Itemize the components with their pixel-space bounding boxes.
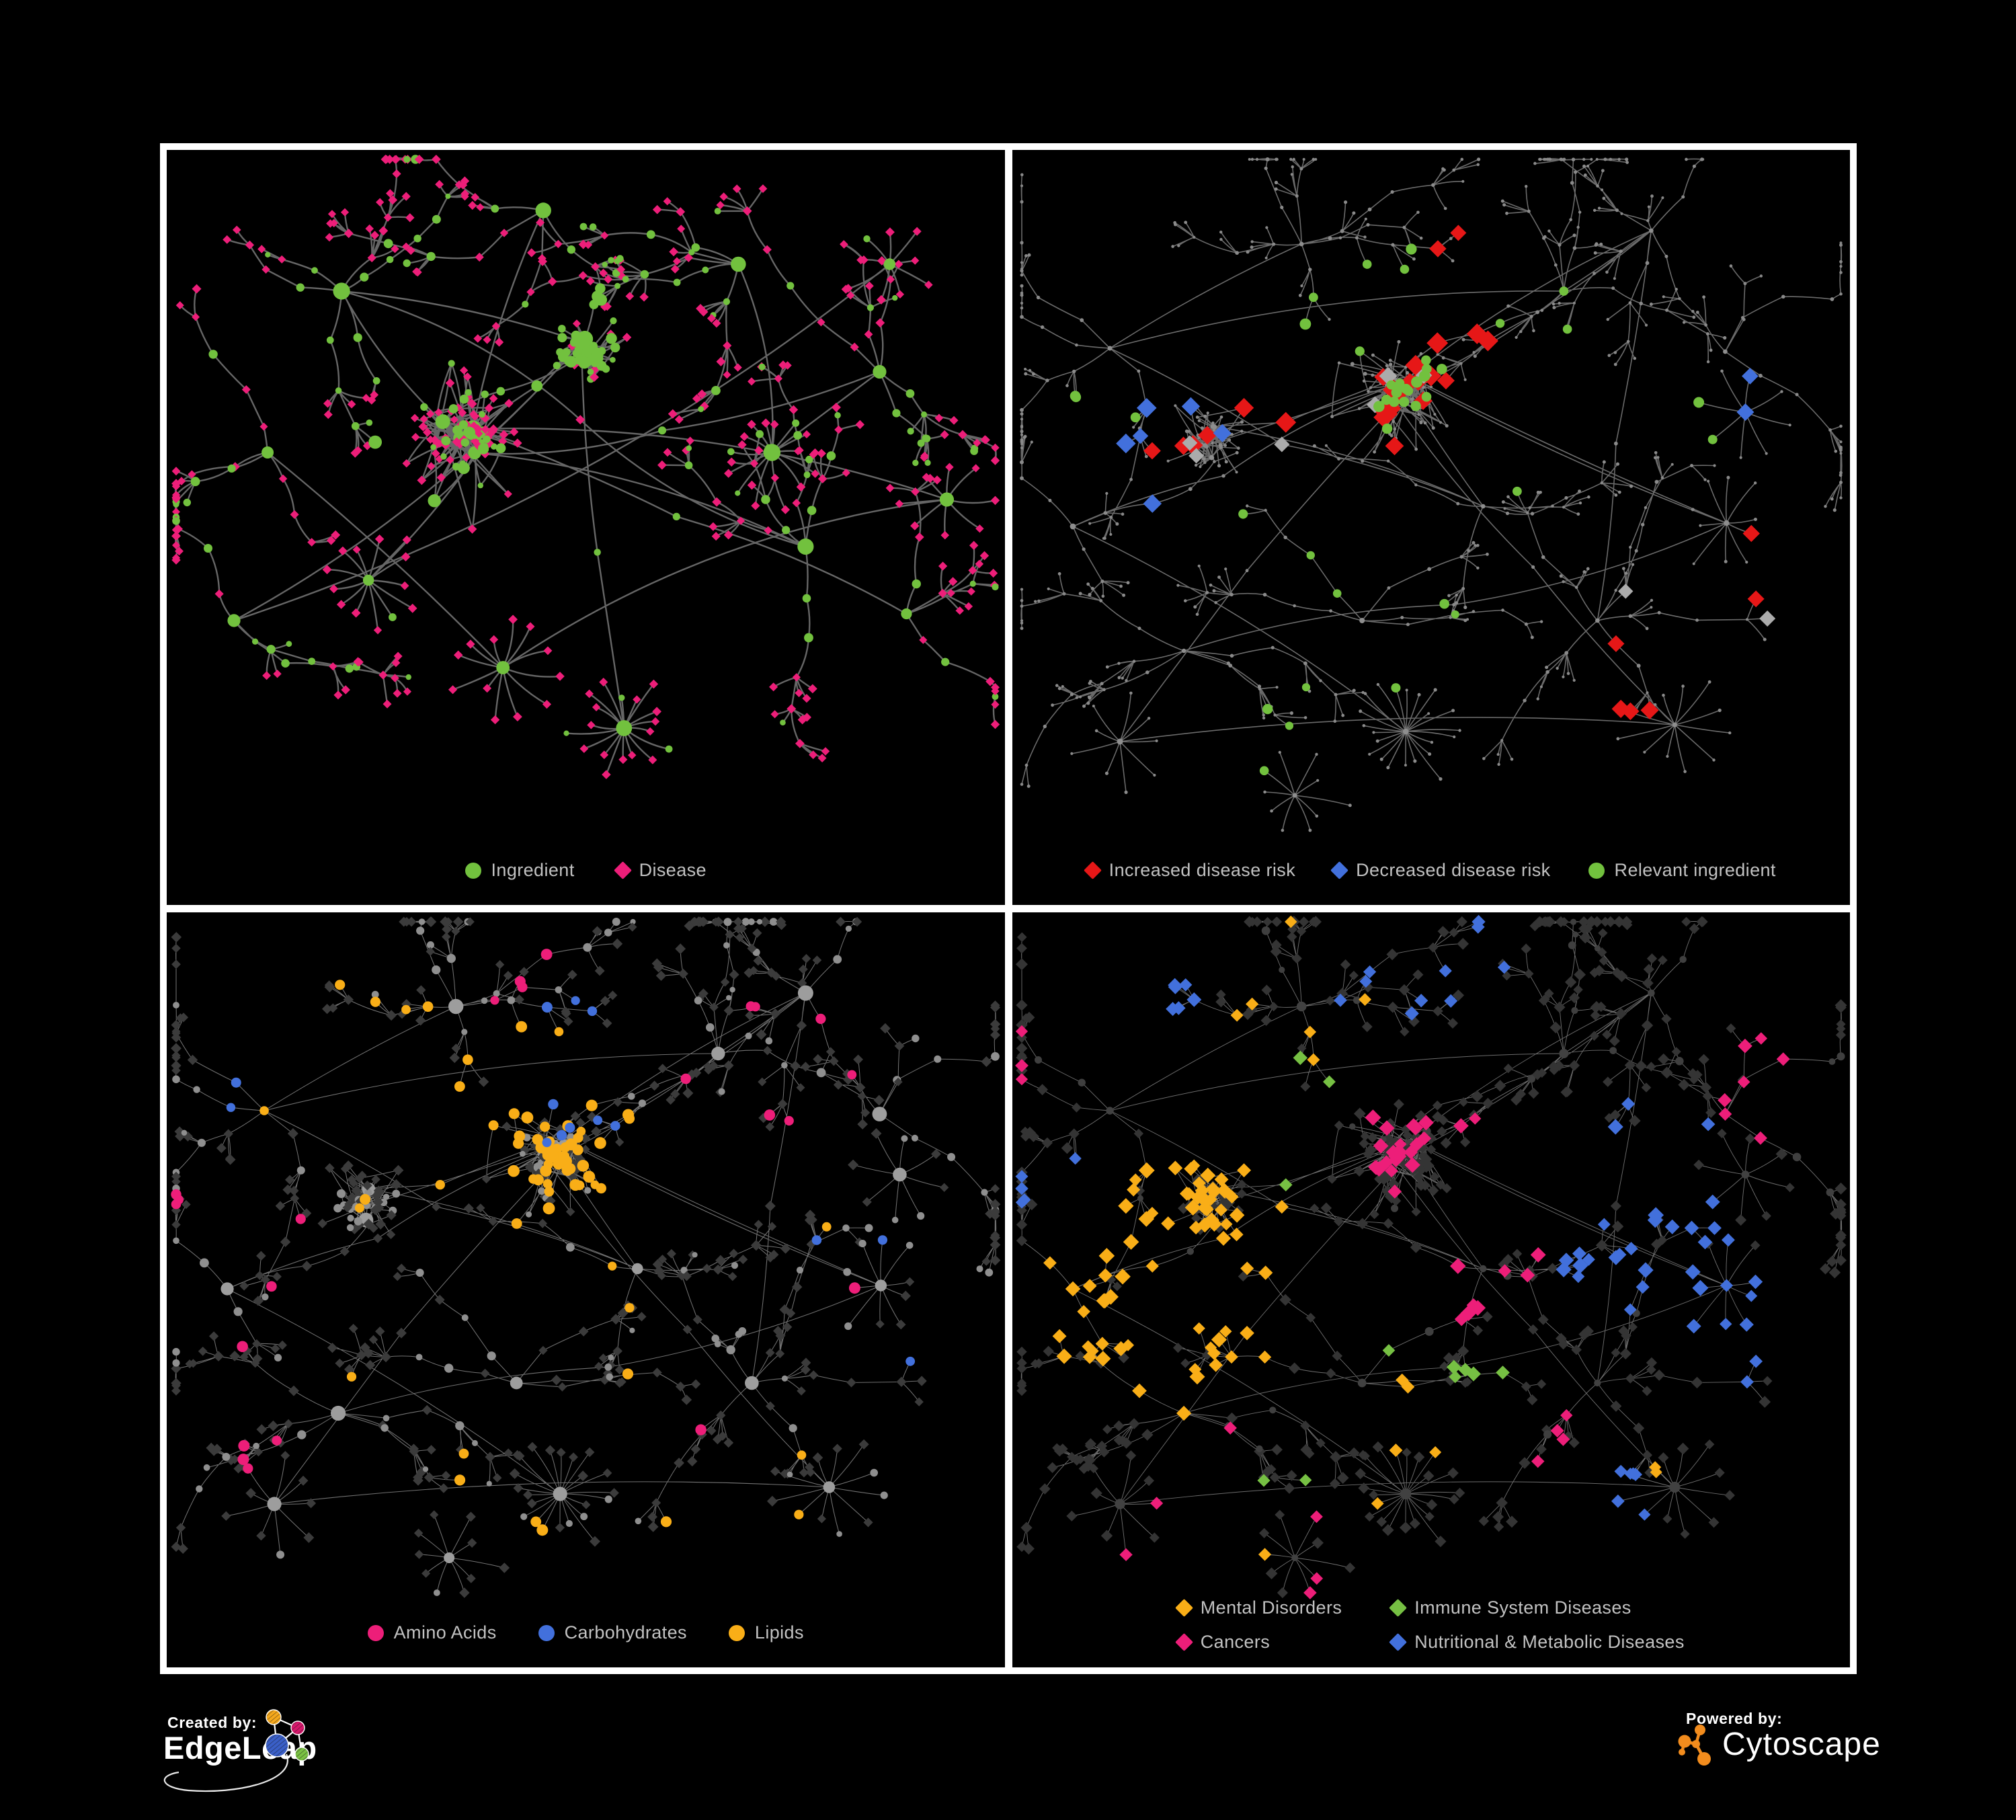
legend-item-increased-risk: Increased disease risk [1083,860,1296,881]
panel-nutrient-classes: Amino Acids Carbohydrates Lipids [167,912,1005,1667]
legend-item-decreased-risk: Decreased disease risk [1330,860,1551,881]
legend-disease-risk: Increased disease risk Decreased disease… [1012,860,1851,881]
legend-label: Decreased disease risk [1356,860,1551,880]
legend-item-disease: Disease [613,860,707,881]
legend-label: Cancers [1200,1632,1271,1652]
legend-label: Ingredient [491,860,575,880]
cancers-marker-icon [1174,1633,1193,1651]
amino-acids-marker-icon [367,1624,384,1641]
panel-ingredient-disease: Ingredient Disease [167,150,1005,905]
carbohydrates-marker-icon [538,1624,555,1641]
legend-label: Disease [639,860,707,880]
legend-nutrient-classes: Amino Acids Carbohydrates Lipids [167,1622,1005,1643]
edgeleap-wordmark: EdgeLeap [163,1730,317,1766]
panel-disease-risk: Increased disease risk Decreased disease… [1012,150,1851,905]
legend-label: Mental Disorders [1200,1597,1342,1618]
lipids-marker-icon [728,1624,745,1641]
edgeleap-logo-icon [163,1709,309,1792]
nutritional-diseases-marker-icon [1389,1633,1408,1651]
legend-label: Lipids [754,1622,804,1643]
legend-item-mental-disorders: Mental Disorders [1174,1597,1342,1618]
legend-label: Increased disease risk [1108,860,1296,880]
cytoscape-logo-icon [1678,1725,1711,1766]
disease-marker-icon [613,861,632,879]
legend-item-amino-acids: Amino Acids [367,1622,497,1643]
network-graph-disease-risk [1019,157,1843,832]
legend-label: Immune System Diseases [1414,1597,1631,1618]
increased-risk-marker-icon [1083,861,1102,879]
cytoscape-wordmark: Cytoscape [1722,1727,1881,1762]
decreased-risk-marker-icon [1330,861,1349,879]
powered-by-label: Powered by: [1686,1710,1783,1727]
immune-diseases-marker-icon [1389,1599,1408,1617]
network-graph-nutrient-classes [171,916,1001,1598]
legend-item-ingredient: Ingredient [465,860,575,881]
legend-label: Carbohydrates [564,1622,687,1643]
legend-item-lipids: Lipids [728,1622,804,1643]
legend-label: Nutritional & Metabolic Diseases [1414,1632,1685,1652]
legend-item-relevant-ingredient: Relevant ingredient [1588,860,1776,881]
relevant-ingredient-marker-icon [1588,862,1605,879]
network-grid: Ingredient Disease Increased disease ris… [160,143,1857,1674]
ingredient-marker-icon [465,862,481,879]
legend-disease-classes: Mental Disorders Immune System Diseases … [1174,1597,1685,1653]
legend-label: Relevant ingredient [1614,860,1776,880]
network-graph-ingredient-disease [171,155,1000,779]
created-by-label: Created by: [167,1714,257,1731]
panel-disease-classes: Mental Disorders Immune System Diseases … [1012,912,1850,1667]
mental-disorders-marker-icon [1174,1599,1193,1617]
network-graph-disease-classes [1014,914,1847,1599]
legend-label: Amino Acids [393,1622,497,1643]
legend-item-carbohydrates: Carbohydrates [538,1622,687,1643]
legend-item-cancers: Cancers [1174,1632,1342,1653]
legend-item-nutritional-metabolic-diseases: Nutritional & Metabolic Diseases [1389,1632,1685,1653]
legend-item-immune-system-diseases: Immune System Diseases [1389,1597,1684,1618]
legend-ingredient-disease: Ingredient Disease [167,860,1005,881]
